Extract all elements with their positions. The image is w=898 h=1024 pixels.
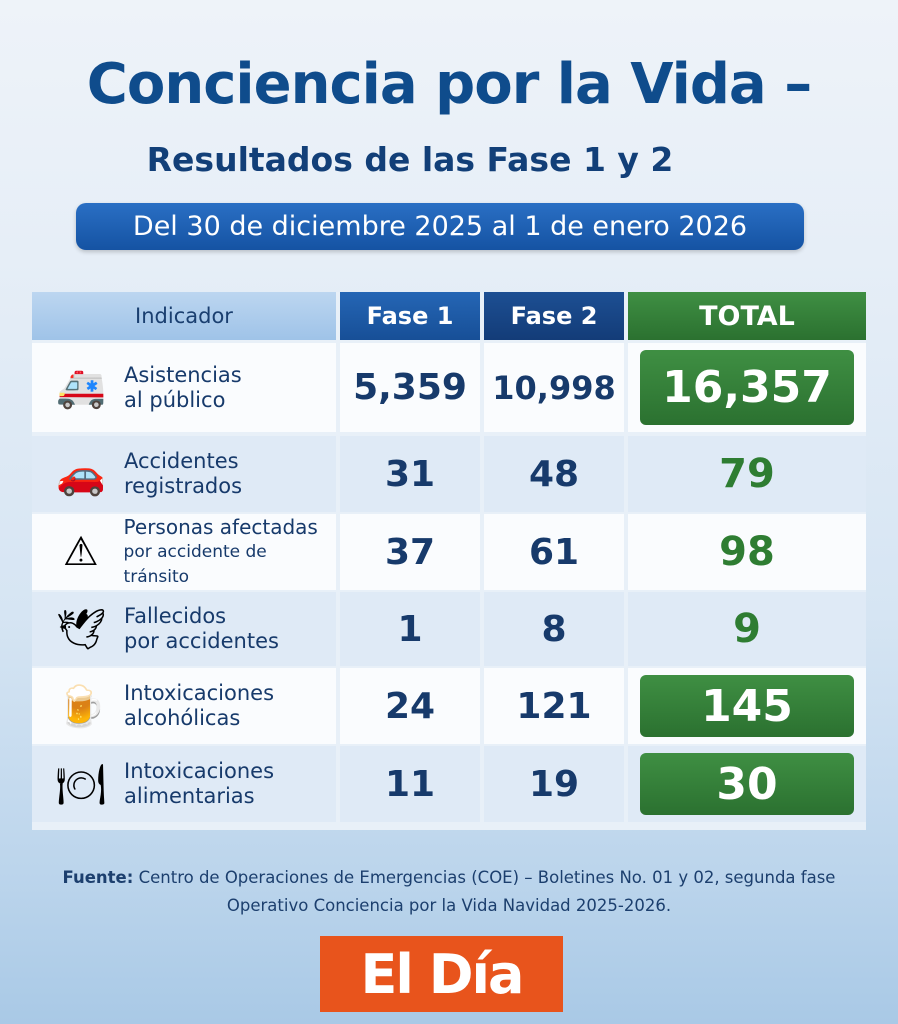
header-fase2: Fase 2 <box>484 292 624 340</box>
fase2-value: 61 <box>484 514 624 590</box>
indicator-label: Intoxicaciones alimentarias <box>124 759 274 809</box>
total-cell: 30 <box>628 746 866 822</box>
ambulance-icon: 🚑 <box>56 365 106 411</box>
fase2-value: 121 <box>484 668 624 744</box>
fase1-value: 24 <box>340 668 480 744</box>
total-cell: 9 <box>628 592 866 666</box>
results-table: Indicador Fase 1 Fase 2 TOTAL 🚑 Asistencias al… <box>32 292 866 830</box>
fase1-value: 37 <box>340 514 480 590</box>
car-crash-icon: 🚗 <box>56 451 106 498</box>
fase2-value: 19 <box>484 746 624 822</box>
indicator-line2: registrados <box>124 474 243 498</box>
indicator-label: Personas afectadas por accidente de tráns… <box>124 515 336 590</box>
indicator-line2: alimentarias <box>124 784 255 808</box>
total-value: 145 <box>640 675 854 737</box>
indicator-cell: 🚗 Accidentes registrados <box>32 436 336 512</box>
source-line2: Operativo Conciencia por la Vida Navidad… <box>226 896 672 915</box>
source-note: Fuente: Centro de Operaciones de Emergen… <box>0 864 898 920</box>
total-cell: 145 <box>628 668 866 744</box>
indicator-line2: por accidente de tránsito <box>123 541 267 587</box>
indicator-line1: Intoxicaciones <box>124 681 275 705</box>
indicator-line2: al público <box>124 387 226 412</box>
indicator-label: Intoxicaciones alcohólicas <box>124 681 274 731</box>
indicator-line1: Personas afectadas <box>123 514 318 539</box>
indicator-cell: 🕊 Fallecidos por accidentes <box>32 592 336 666</box>
indicator-label: Accidentes registrados <box>124 449 242 499</box>
source-line1: Centro de Operaciones de Emergencias (CO… <box>138 868 836 887</box>
fase2-value: 48 <box>484 436 624 512</box>
indicator-line1: Accidentes <box>124 449 239 473</box>
indicator-line2: alcohólicas <box>124 706 241 730</box>
total-value: 79 <box>719 451 775 497</box>
indicator-cell: 🚑 Asistencias al público <box>32 343 336 432</box>
indicator-line1: Intoxicaciones <box>124 759 275 783</box>
total-cell: 16,357 <box>628 343 866 432</box>
header-indicador: Indicador <box>32 292 336 340</box>
beer-mug-icon: 🍺 <box>56 683 106 730</box>
indicator-cell: 🍽 Intoxicaciones alimentarias <box>32 746 336 822</box>
header-fase1: Fase 1 <box>340 292 480 340</box>
fase1-value: 5,359 <box>340 343 480 432</box>
fase2-value: 8 <box>484 592 624 666</box>
indicator-label: Fallecidos por accidentes <box>124 604 279 654</box>
total-cell: 79 <box>628 436 866 512</box>
plate-food-icon: 🍽 <box>55 761 107 808</box>
page-subtitle: Resultados de las Fase 1 y 2 <box>146 140 674 179</box>
indicator-line1: Asistencias <box>124 362 242 387</box>
fase1-value: 1 <box>340 592 480 666</box>
total-value: 9 <box>733 606 761 652</box>
el-dia-logo: El Día <box>320 936 563 1012</box>
page-title: Conciencia por la Vida – <box>86 52 812 117</box>
total-value: 30 <box>640 753 854 815</box>
total-value: 16,357 <box>640 350 854 425</box>
fase1-value: 11 <box>340 746 480 822</box>
indicator-cell: 🍺 Intoxicaciones alcohólicas <box>32 668 336 744</box>
indicator-label: Asistencias al público <box>124 363 242 413</box>
indicator-line1: Fallecidos <box>124 604 227 628</box>
indicator-cell: ⚠ Personas afectadas por accidente de trán… <box>32 514 336 590</box>
date-range-banner: Del 30 de diciembre 2025 al 1 de enero 2… <box>76 203 804 250</box>
warning-icon: ⚠ <box>62 529 99 575</box>
fase2-value: 10,998 <box>484 343 624 432</box>
indicator-line2: por accidentes <box>124 629 279 653</box>
source-label: Fuente: <box>62 868 134 887</box>
total-cell: 98 <box>628 514 866 590</box>
fase1-value: 31 <box>340 436 480 512</box>
header-total: TOTAL <box>628 292 866 340</box>
dove-icon: 🕊 <box>55 606 107 653</box>
total-value: 98 <box>719 529 775 575</box>
